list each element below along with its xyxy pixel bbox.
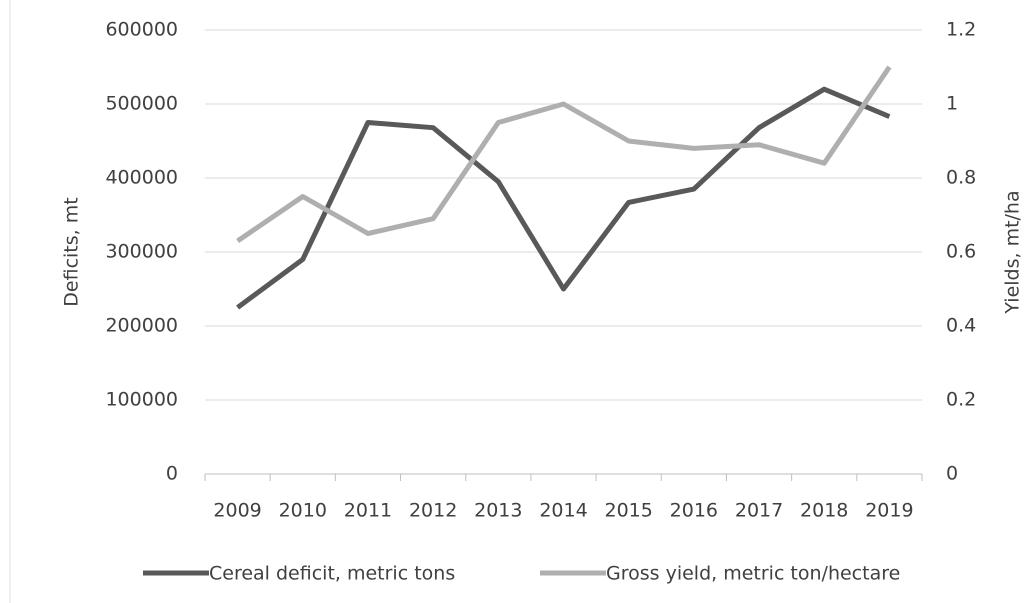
x-tick-label: 2018 (800, 500, 848, 522)
x-tick-label: 2013 (474, 500, 522, 522)
y-tick-label: 300000 (105, 241, 178, 263)
y-axis-label: Deficits, mt (61, 197, 83, 306)
y2-tick-label: 0 (946, 463, 958, 485)
x-tick-label: 2019 (865, 500, 913, 522)
y2-axis-label: Yields, mt/ha (1002, 190, 1024, 314)
y-tick-label: 600000 (105, 19, 178, 41)
legend-label: Gross yield, metric ton/hectare (606, 563, 900, 585)
y-tick-label: 500000 (105, 93, 178, 115)
x-tick-label: 2011 (344, 500, 392, 522)
x-tick-label: 2017 (735, 500, 783, 522)
x-tick-label: 2014 (539, 500, 587, 522)
y2-tick-label: 0.6 (946, 241, 976, 263)
y2-tick-label: 1 (946, 93, 958, 115)
legend-label: Cereal deficit, metric tons (209, 563, 455, 585)
series-line (236, 65, 892, 243)
y-tick-label: 100000 (105, 389, 178, 411)
x-tick-label: 2015 (605, 500, 653, 522)
y2-tick-label: 0.2 (946, 389, 976, 411)
x-tick-label: 2016 (670, 500, 718, 522)
x-tick-label: 2012 (409, 500, 457, 522)
y2-tick-label: 0.4 (946, 315, 976, 337)
y-tick-label: 0 (166, 463, 178, 485)
y2-tick-label: 1.2 (946, 19, 976, 41)
y-tick-label: 400000 (105, 167, 178, 189)
series-line (236, 86, 891, 310)
y-tick-label: 200000 (105, 315, 178, 337)
x-tick-label: 2010 (279, 500, 327, 522)
y2-tick-label: 0.8 (946, 167, 976, 189)
x-tick-label: 2009 (213, 500, 261, 522)
